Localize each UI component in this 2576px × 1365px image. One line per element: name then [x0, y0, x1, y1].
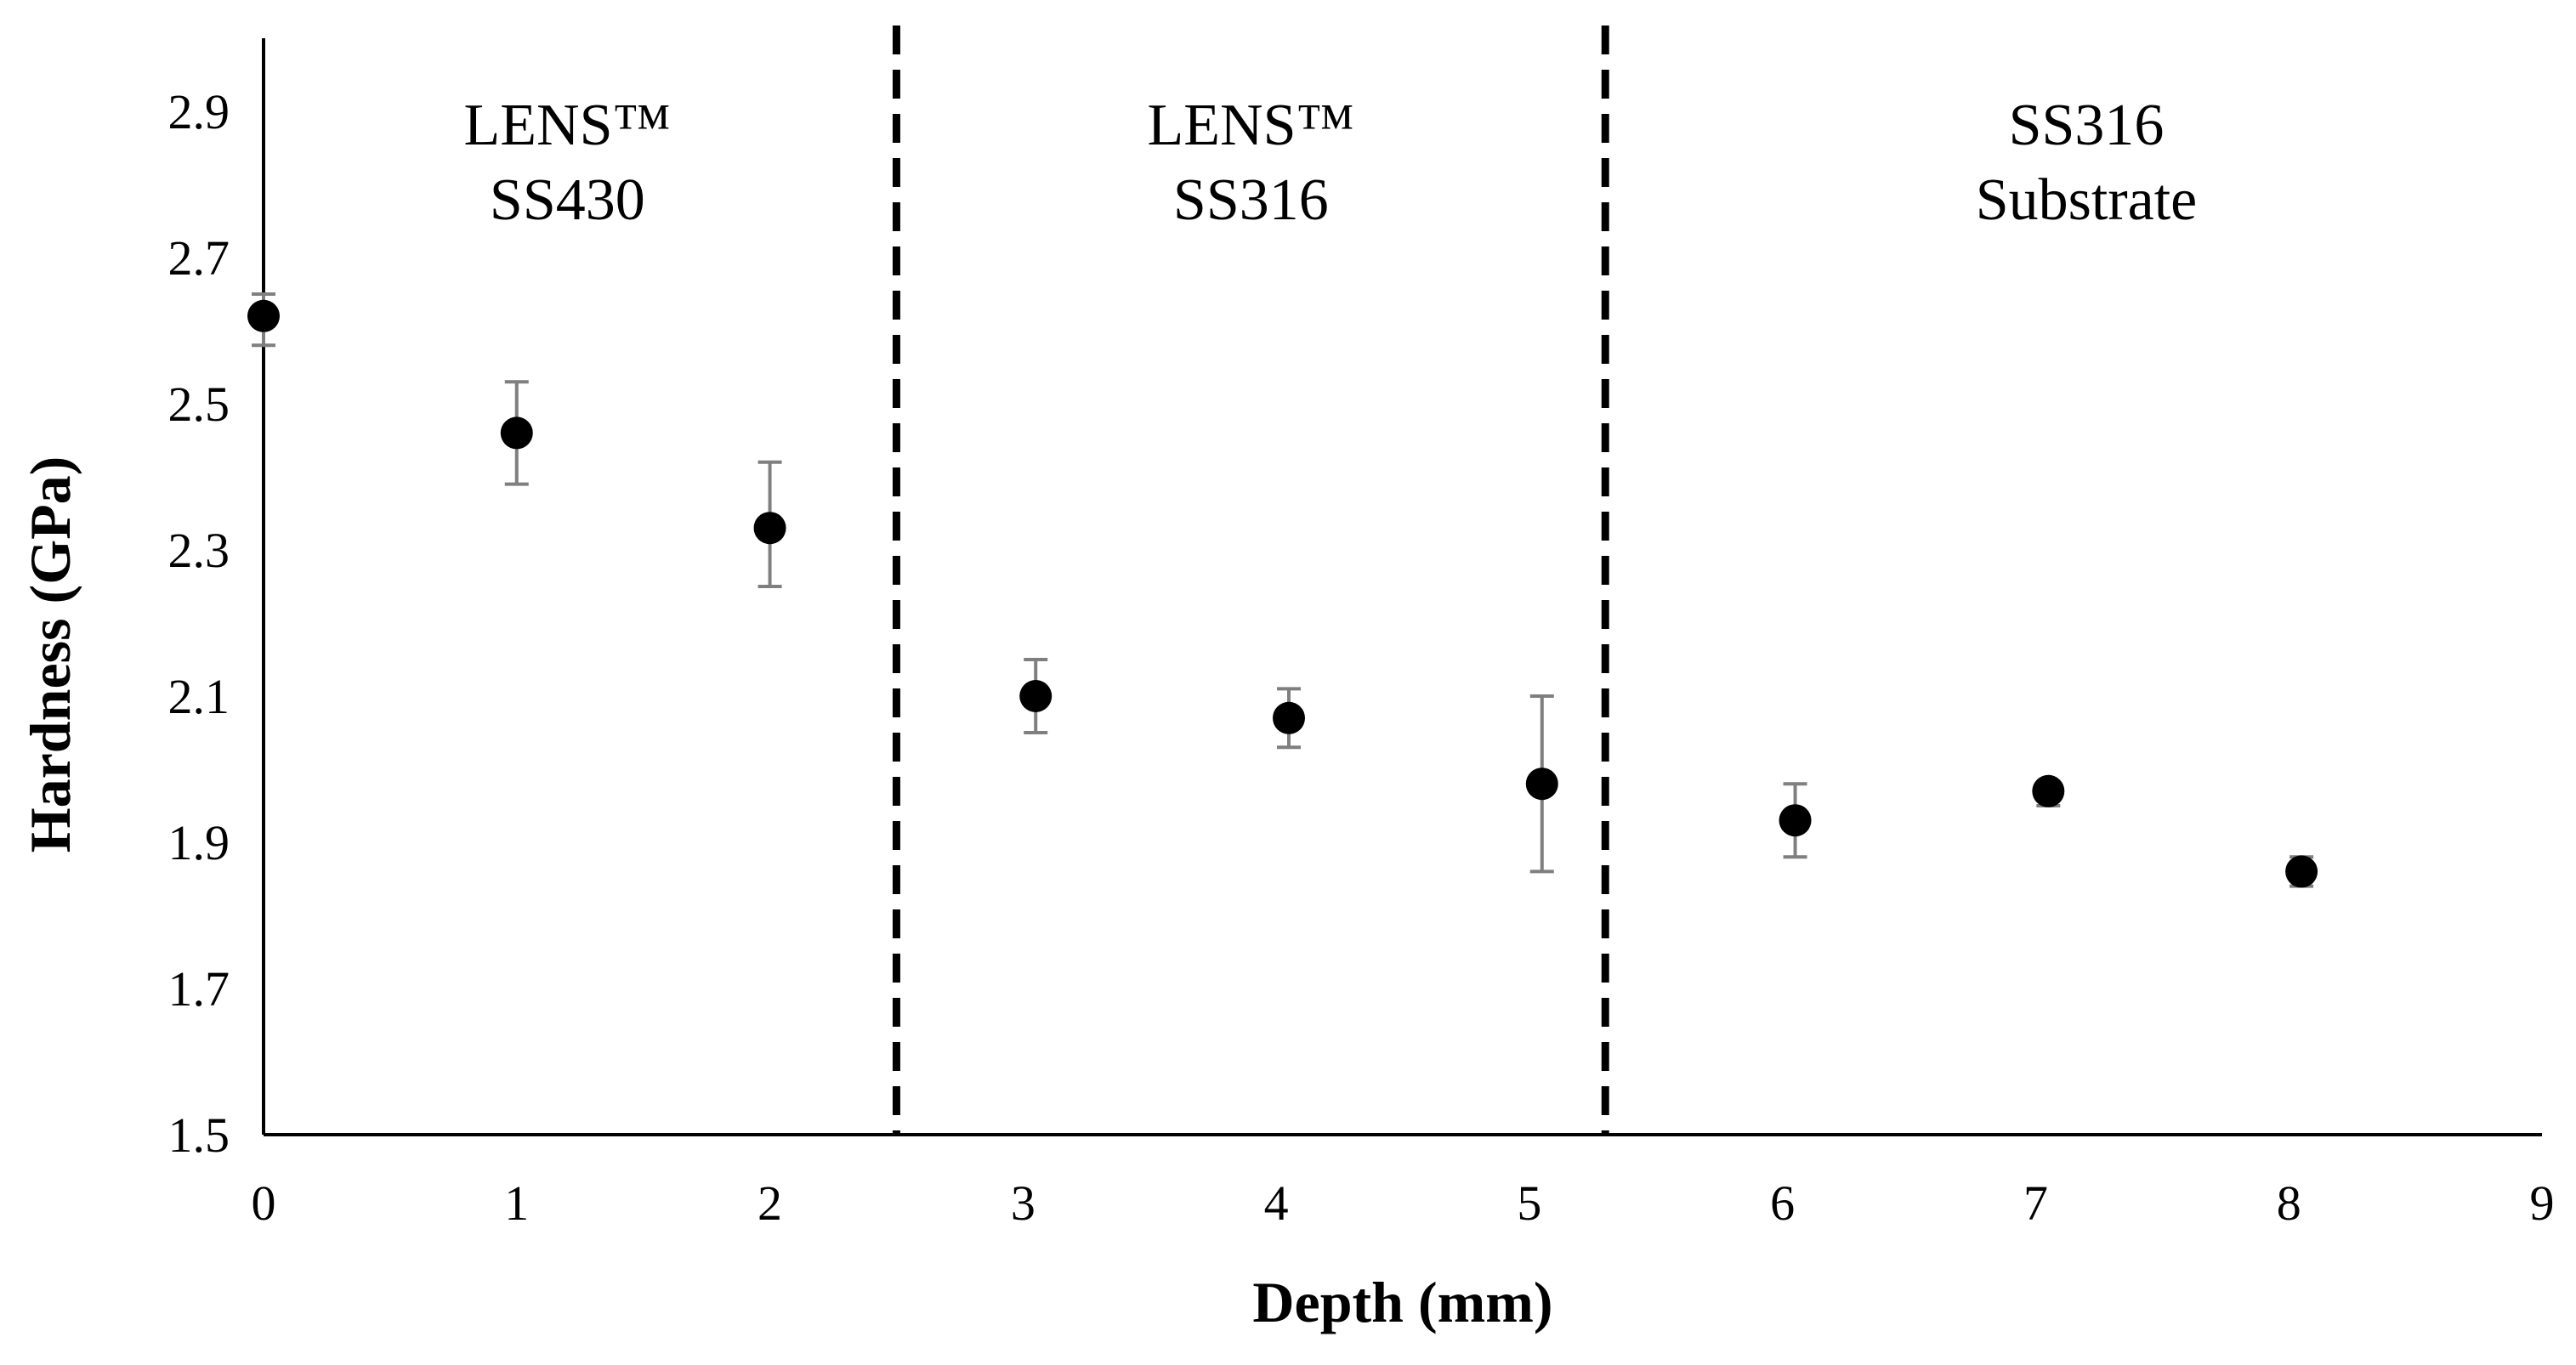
data-point [500, 416, 533, 450]
data-points [247, 299, 2318, 888]
y-tick-label: 2.5 [168, 377, 230, 432]
region-label-line2: SS430 [490, 167, 645, 233]
data-point [1273, 701, 1305, 734]
region-dividers [892, 25, 1609, 1135]
x-tick-label: 1 [504, 1175, 529, 1231]
region-label-line1: LENS™ [1148, 93, 1355, 158]
x-axis-title: Depth (mm) [1252, 1270, 1552, 1334]
x-tick-label: 0 [252, 1175, 276, 1231]
y-axis-title: Hardness (GPa) [18, 456, 82, 853]
data-point [1525, 767, 1558, 801]
region-label-line2: Substrate [1976, 167, 2198, 233]
y-tick-label: 1.5 [168, 1107, 230, 1163]
region-labels: LENS™ SS430 LENS™ SS316 SS316 Substrate [464, 93, 2198, 233]
x-tick-label: 2 [757, 1175, 782, 1231]
y-tick-label: 2.7 [168, 230, 230, 286]
x-tick-label: 9 [2530, 1175, 2555, 1231]
data-point [2032, 774, 2065, 807]
y-tick-label: 2.9 [168, 84, 230, 139]
tick-labels: 0 1 2 3 4 5 6 7 8 9 1.5 1.7 1.9 2.1 2.3 2.5 2.7 2.9 [168, 84, 2555, 1231]
x-tick-label: 4 [1264, 1175, 1289, 1231]
data-point [1779, 804, 1812, 837]
axes [262, 38, 2542, 1136]
data-point [753, 512, 786, 545]
x-tick-label: 3 [1011, 1175, 1036, 1231]
x-tick-label: 5 [1517, 1175, 1541, 1231]
y-tick-label: 2.3 [168, 523, 230, 578]
y-tick-label: 1.7 [168, 961, 230, 1017]
x-tick-label: 8 [2277, 1175, 2301, 1231]
region-label-line1: LENS™ [464, 93, 672, 158]
data-point [1019, 680, 1053, 712]
data-point [2285, 855, 2318, 888]
region-label-line1: SS316 [2009, 93, 2165, 158]
error-bars [252, 292, 2314, 888]
y-tick-label: 2.1 [168, 669, 230, 724]
data-point [247, 299, 280, 332]
region-label-line2: SS316 [1173, 167, 1329, 233]
x-tick-label: 6 [1770, 1175, 1795, 1231]
y-tick-label: 1.9 [168, 815, 230, 870]
x-tick-label: 7 [2023, 1175, 2048, 1231]
